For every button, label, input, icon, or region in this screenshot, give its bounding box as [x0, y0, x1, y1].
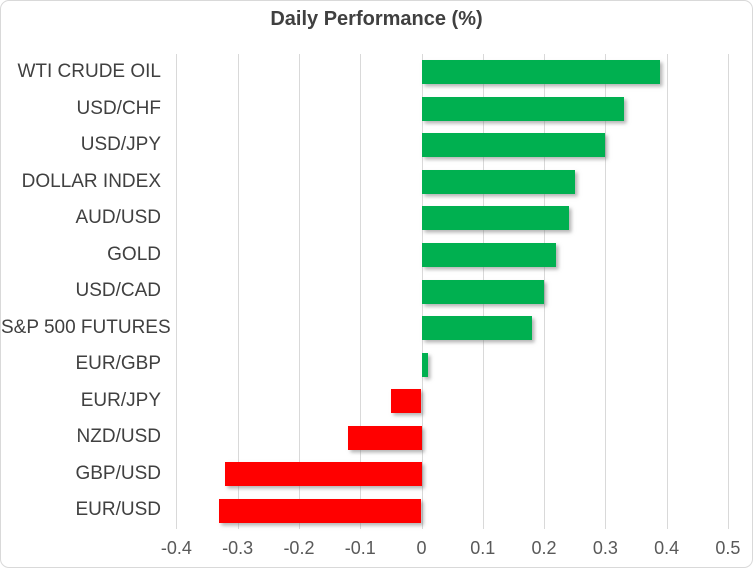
bar-gbp-usd	[225, 462, 422, 487]
x-tick-label: -0.2	[283, 538, 315, 558]
category-label-eur-usd: EUR/USD	[75, 499, 161, 521]
bar-gold	[421, 242, 557, 267]
category-label-gold: GOLD	[107, 243, 161, 265]
x-tick-label: -0.1	[344, 538, 376, 558]
x-tick-label: 0.4	[654, 538, 680, 558]
x-tick-label: 0.2	[531, 538, 557, 558]
gridline--0.3	[237, 54, 239, 529]
bar-usd-chf	[421, 96, 624, 121]
bar-usd-cad	[421, 279, 545, 304]
gridline-0.4	[666, 54, 668, 529]
gridline--0.2	[298, 54, 300, 529]
bar-eur-usd	[219, 498, 422, 523]
bar-usd-jpy	[421, 133, 606, 158]
category-label-usd-cad: USD/CAD	[75, 280, 161, 302]
bar-dollar-index	[421, 169, 575, 194]
bar-nzd-usd	[347, 425, 422, 450]
bar-eur-gbp	[421, 352, 428, 377]
bar-s-p-500-futures	[421, 316, 532, 341]
category-label-wti-crude-oil: WTI CRUDE OIL	[17, 61, 161, 82]
chart-title: Daily Performance (%)	[270, 8, 483, 30]
category-label-eur-gbp: EUR/GBP	[75, 353, 161, 375]
gridline-0.3	[605, 54, 607, 529]
category-label-nzd-usd: NZD/USD	[76, 426, 161, 448]
gridline-0.2	[544, 54, 546, 529]
category-label-usd-chf: USD/CHF	[76, 97, 161, 119]
gridline-0.5	[727, 54, 729, 529]
gridline--0.1	[360, 54, 362, 529]
bar-aud-usd	[421, 206, 569, 231]
category-label-usd-jpy: USD/JPY	[80, 134, 161, 156]
x-tick-label: -0.4	[160, 538, 192, 558]
x-tick-label: -0.3	[222, 538, 254, 558]
x-tick-label: 0.5	[715, 538, 741, 558]
category-label-eur-jpy: EUR/JPY	[80, 389, 161, 411]
x-tick-label: 0	[416, 538, 427, 558]
category-label-dollar-index: DOLLAR INDEX	[21, 170, 161, 192]
category-label-s-p-500-futures: S&P 500 FUTURES	[1, 316, 171, 338]
bar-wti-crude-oil	[421, 60, 661, 85]
category-label-gbp-usd: GBP/USD	[75, 462, 161, 484]
bar-eur-jpy	[390, 389, 422, 414]
x-tick-label: 0.3	[592, 538, 618, 558]
x-tick-label: 0.1	[470, 538, 496, 558]
gridline--0.4	[176, 54, 178, 529]
category-label-aud-usd: AUD/USD	[75, 207, 161, 229]
